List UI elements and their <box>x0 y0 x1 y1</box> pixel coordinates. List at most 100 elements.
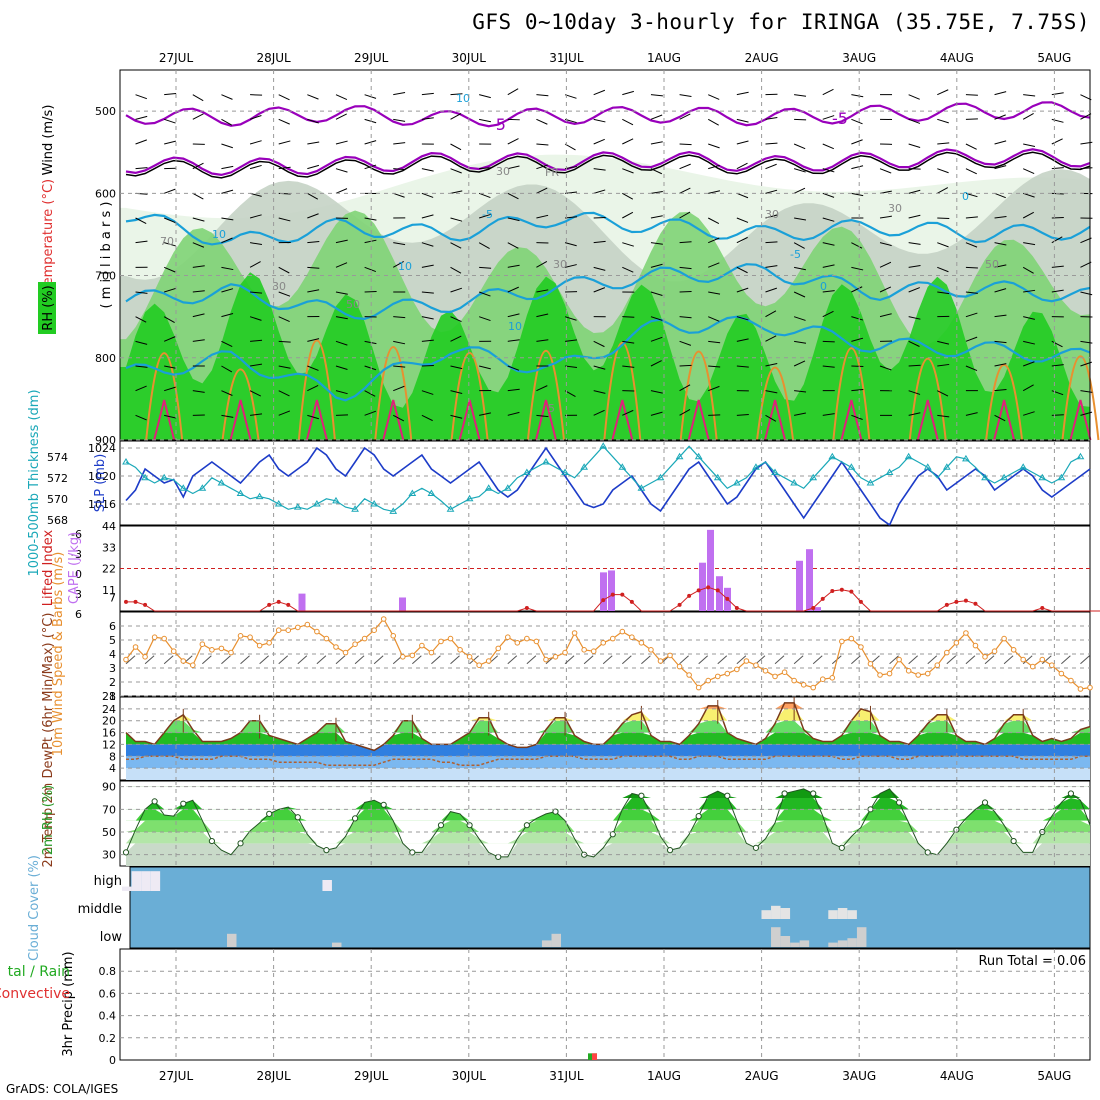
date-label-bottom: 27JUL <box>159 1069 194 1083</box>
wind-barb <box>1051 289 1064 293</box>
surface-wind-barb <box>602 655 613 665</box>
wind-speed-marker <box>514 640 521 646</box>
wind-barb <box>1051 92 1064 96</box>
wind-barb <box>708 291 721 295</box>
wind-speed-marker <box>648 647 654 653</box>
wind-barb <box>421 339 434 342</box>
wind-barb <box>307 338 320 342</box>
wind-barb <box>164 118 176 124</box>
date-label-bottom: 30JUL <box>452 1069 487 1083</box>
ylabel-wind10m: 10m Wind Speed & Barbs (m/s) <box>51 552 66 757</box>
wind-barb <box>536 313 549 318</box>
cape-bar <box>707 529 714 611</box>
thickness-line <box>125 445 1081 513</box>
cloud-gap <box>856 927 867 947</box>
wind-barb <box>450 217 463 222</box>
wind-barb <box>965 143 977 150</box>
thickness-marker <box>599 442 608 449</box>
wind-barb <box>708 237 720 244</box>
wind-barb <box>708 190 721 194</box>
wind-barb <box>622 365 635 368</box>
wind-speed-marker <box>399 654 406 660</box>
thickness-marker <box>198 484 207 491</box>
thickness-marker <box>427 489 436 496</box>
wind-speed-marker <box>342 649 349 656</box>
li-marker <box>858 599 863 604</box>
li-marker <box>830 588 835 593</box>
wind-barb <box>135 340 148 345</box>
wind-barb <box>536 143 549 146</box>
thickness-marker <box>503 484 512 491</box>
surface-wind-barb <box>564 655 575 665</box>
thickness-marker <box>179 484 188 491</box>
wind-barb <box>1080 94 1092 101</box>
wind-barb <box>364 94 377 99</box>
surface-wind-barb <box>354 655 365 665</box>
li-marker <box>706 585 711 590</box>
wind-barb <box>421 390 434 395</box>
contour-label: 0 <box>820 280 827 293</box>
isotherm-hot <box>840 399 863 441</box>
wind-speed-marker <box>428 649 435 656</box>
date-label-bottom: 4AUG <box>940 1069 974 1083</box>
cloud-gap <box>771 927 781 947</box>
contour-label: 30 <box>272 280 286 293</box>
cloud-gap <box>780 936 791 947</box>
wind-speed-marker <box>295 624 301 631</box>
wind-barb <box>650 316 663 321</box>
pressure-tick: 500 <box>95 105 116 118</box>
thickness-marker <box>732 479 741 486</box>
wind-barb <box>822 192 835 198</box>
wind-tick: 1 <box>109 690 116 703</box>
surface-wind-barb <box>297 655 308 665</box>
wind-barb <box>335 316 348 320</box>
li-marker <box>811 605 816 610</box>
ylabel-rh2m: 2m RH (%) <box>41 785 56 856</box>
thickness-marker <box>542 458 550 465</box>
wind-barb <box>192 94 204 102</box>
isotherm-hot <box>687 399 710 441</box>
wind-barb <box>965 266 978 269</box>
li-marker <box>820 596 825 601</box>
wind-barb <box>708 385 720 392</box>
wind-barb <box>335 239 348 244</box>
rh-marker <box>695 813 702 820</box>
thickness-marker <box>694 452 703 460</box>
wind-speed-marker <box>629 634 635 641</box>
temp-band <box>126 768 1090 780</box>
wind-barb <box>249 140 262 145</box>
thickness-marker <box>1000 473 1008 481</box>
rh-marker <box>437 822 445 829</box>
wind-barb <box>1051 364 1064 367</box>
wind-barb <box>736 266 748 274</box>
contour-label: 30 <box>553 258 567 271</box>
wind-barb <box>994 388 1007 392</box>
wind-barb <box>622 118 634 126</box>
wind-barb <box>1051 236 1063 244</box>
wind-barb <box>335 94 348 101</box>
wind-barb <box>793 242 805 249</box>
wind-barb <box>793 291 806 298</box>
rh-band <box>126 809 1090 821</box>
li-marker <box>267 602 272 607</box>
surface-wind-barb <box>373 655 384 665</box>
ylabel-precip: 3hr Precip (mm) <box>61 951 76 1056</box>
rh-marker <box>752 844 760 851</box>
wind-speed-marker <box>380 616 387 622</box>
wind-barb <box>307 266 320 269</box>
wind-barb <box>622 90 634 96</box>
wind-barb <box>851 266 864 271</box>
wind-barb <box>450 335 462 342</box>
wind-barb <box>650 114 663 120</box>
li-marker <box>124 599 128 604</box>
wind-speed-marker <box>714 673 721 680</box>
wind-barb <box>679 340 692 346</box>
wind-barb <box>937 89 949 96</box>
cape-bar <box>600 572 607 611</box>
wind-speed-marker <box>552 654 559 660</box>
wind-barb <box>736 162 748 170</box>
li-marker <box>687 593 692 598</box>
rh-marker <box>981 799 989 806</box>
isotherm-hot <box>382 399 405 441</box>
wind-barb <box>765 116 778 120</box>
